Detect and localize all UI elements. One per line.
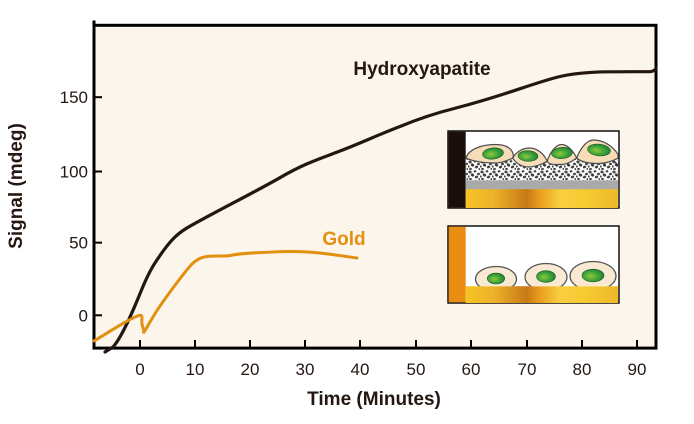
svg-text:0: 0 [135, 360, 144, 379]
svg-text:150: 150 [60, 88, 88, 107]
svg-text:90: 90 [628, 360, 647, 379]
svg-text:30: 30 [296, 360, 315, 379]
svg-text:40: 40 [351, 360, 370, 379]
svg-text:20: 20 [241, 360, 260, 379]
svg-text:0: 0 [79, 306, 88, 325]
svg-text:Hydroxyapatite: Hydroxyapatite [353, 59, 490, 80]
svg-text:50: 50 [69, 234, 88, 253]
svg-text:Signal (mdeg): Signal (mdeg) [6, 123, 27, 249]
svg-text:Time (Minutes): Time (Minutes) [307, 389, 441, 410]
svg-text:60: 60 [462, 360, 481, 379]
svg-text:Gold: Gold [322, 229, 365, 250]
svg-text:100: 100 [60, 163, 88, 182]
svg-text:10: 10 [186, 360, 205, 379]
svg-text:50: 50 [407, 360, 426, 379]
svg-text:80: 80 [573, 360, 592, 379]
svg-text:70: 70 [518, 360, 537, 379]
